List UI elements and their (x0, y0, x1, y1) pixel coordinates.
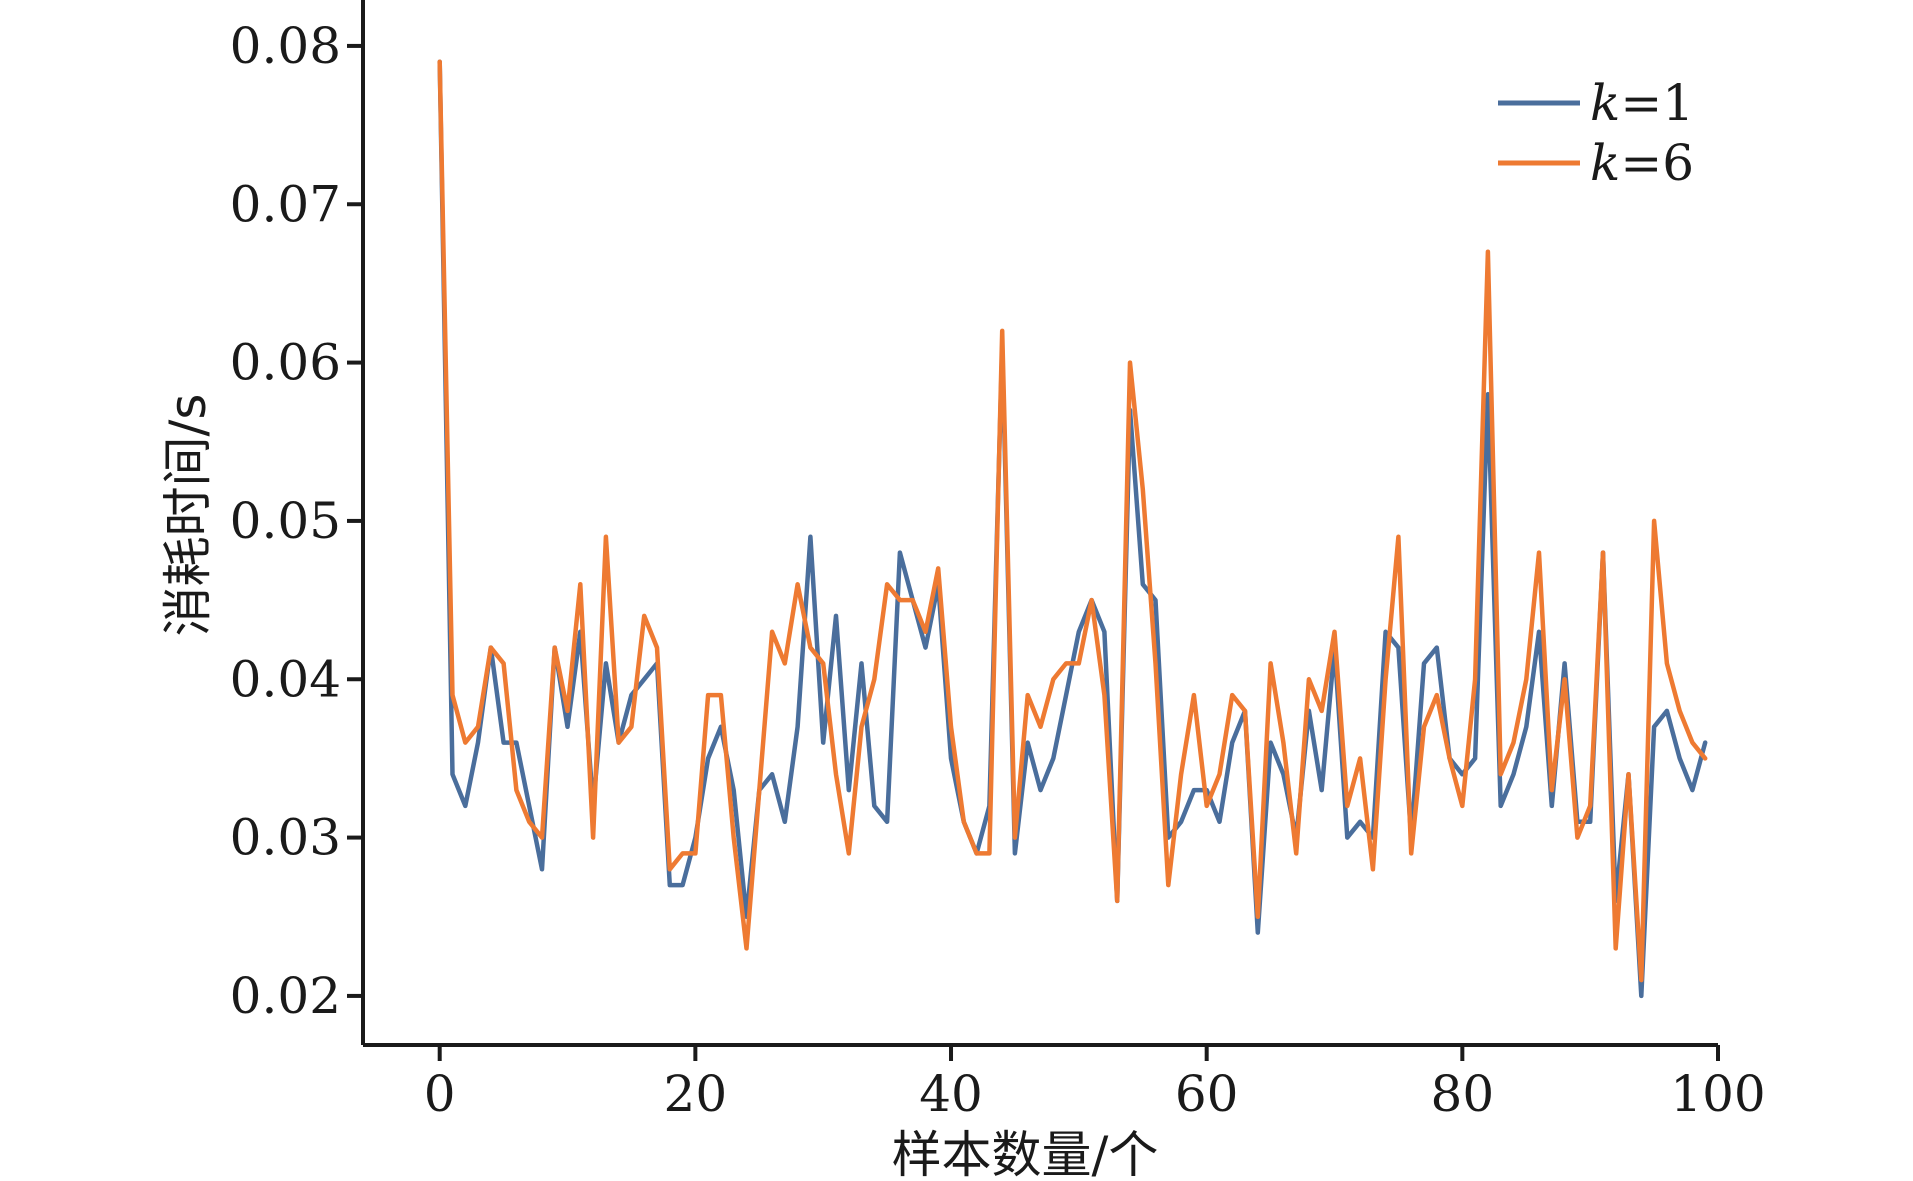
axes (361, 0, 1718, 1047)
y-ticks: 0.02 0.03 0.04 0.05 0.06 0.07 0.08 (230, 17, 363, 1025)
series-line-1 (437, 59, 1708, 999)
series-line-2 (437, 59, 1708, 983)
x-tick-label: 100 (1670, 1065, 1765, 1123)
y-tick-label: 0.05 (230, 492, 341, 550)
x-tick-label: 80 (1431, 1065, 1495, 1123)
y-tick-label: 0.02 (230, 967, 341, 1025)
y-axis-title: 消耗时间/s (159, 394, 217, 637)
x-tick-label: 60 (1175, 1065, 1239, 1123)
series-lines (437, 59, 1708, 999)
y-tick-label: 0.03 (230, 809, 341, 867)
x-ticks: 0 20 40 60 80 100 (424, 1045, 1766, 1123)
legend: k=1k=6 (1498, 74, 1694, 192)
legend-label-1: k=1 (1590, 74, 1694, 132)
x-tick-label: 20 (664, 1065, 728, 1123)
y-tick-label: 0.04 (230, 650, 341, 708)
y-tick-label: 0.08 (230, 17, 341, 75)
legend-label-2: k=6 (1590, 134, 1694, 192)
x-axis-title: 样本数量/个 (892, 1126, 1159, 1181)
y-tick-label: 0.07 (230, 175, 341, 233)
x-tick-label: 0 (424, 1065, 456, 1123)
y-tick-label: 0.06 (230, 334, 341, 392)
x-tick-label: 40 (919, 1065, 983, 1123)
